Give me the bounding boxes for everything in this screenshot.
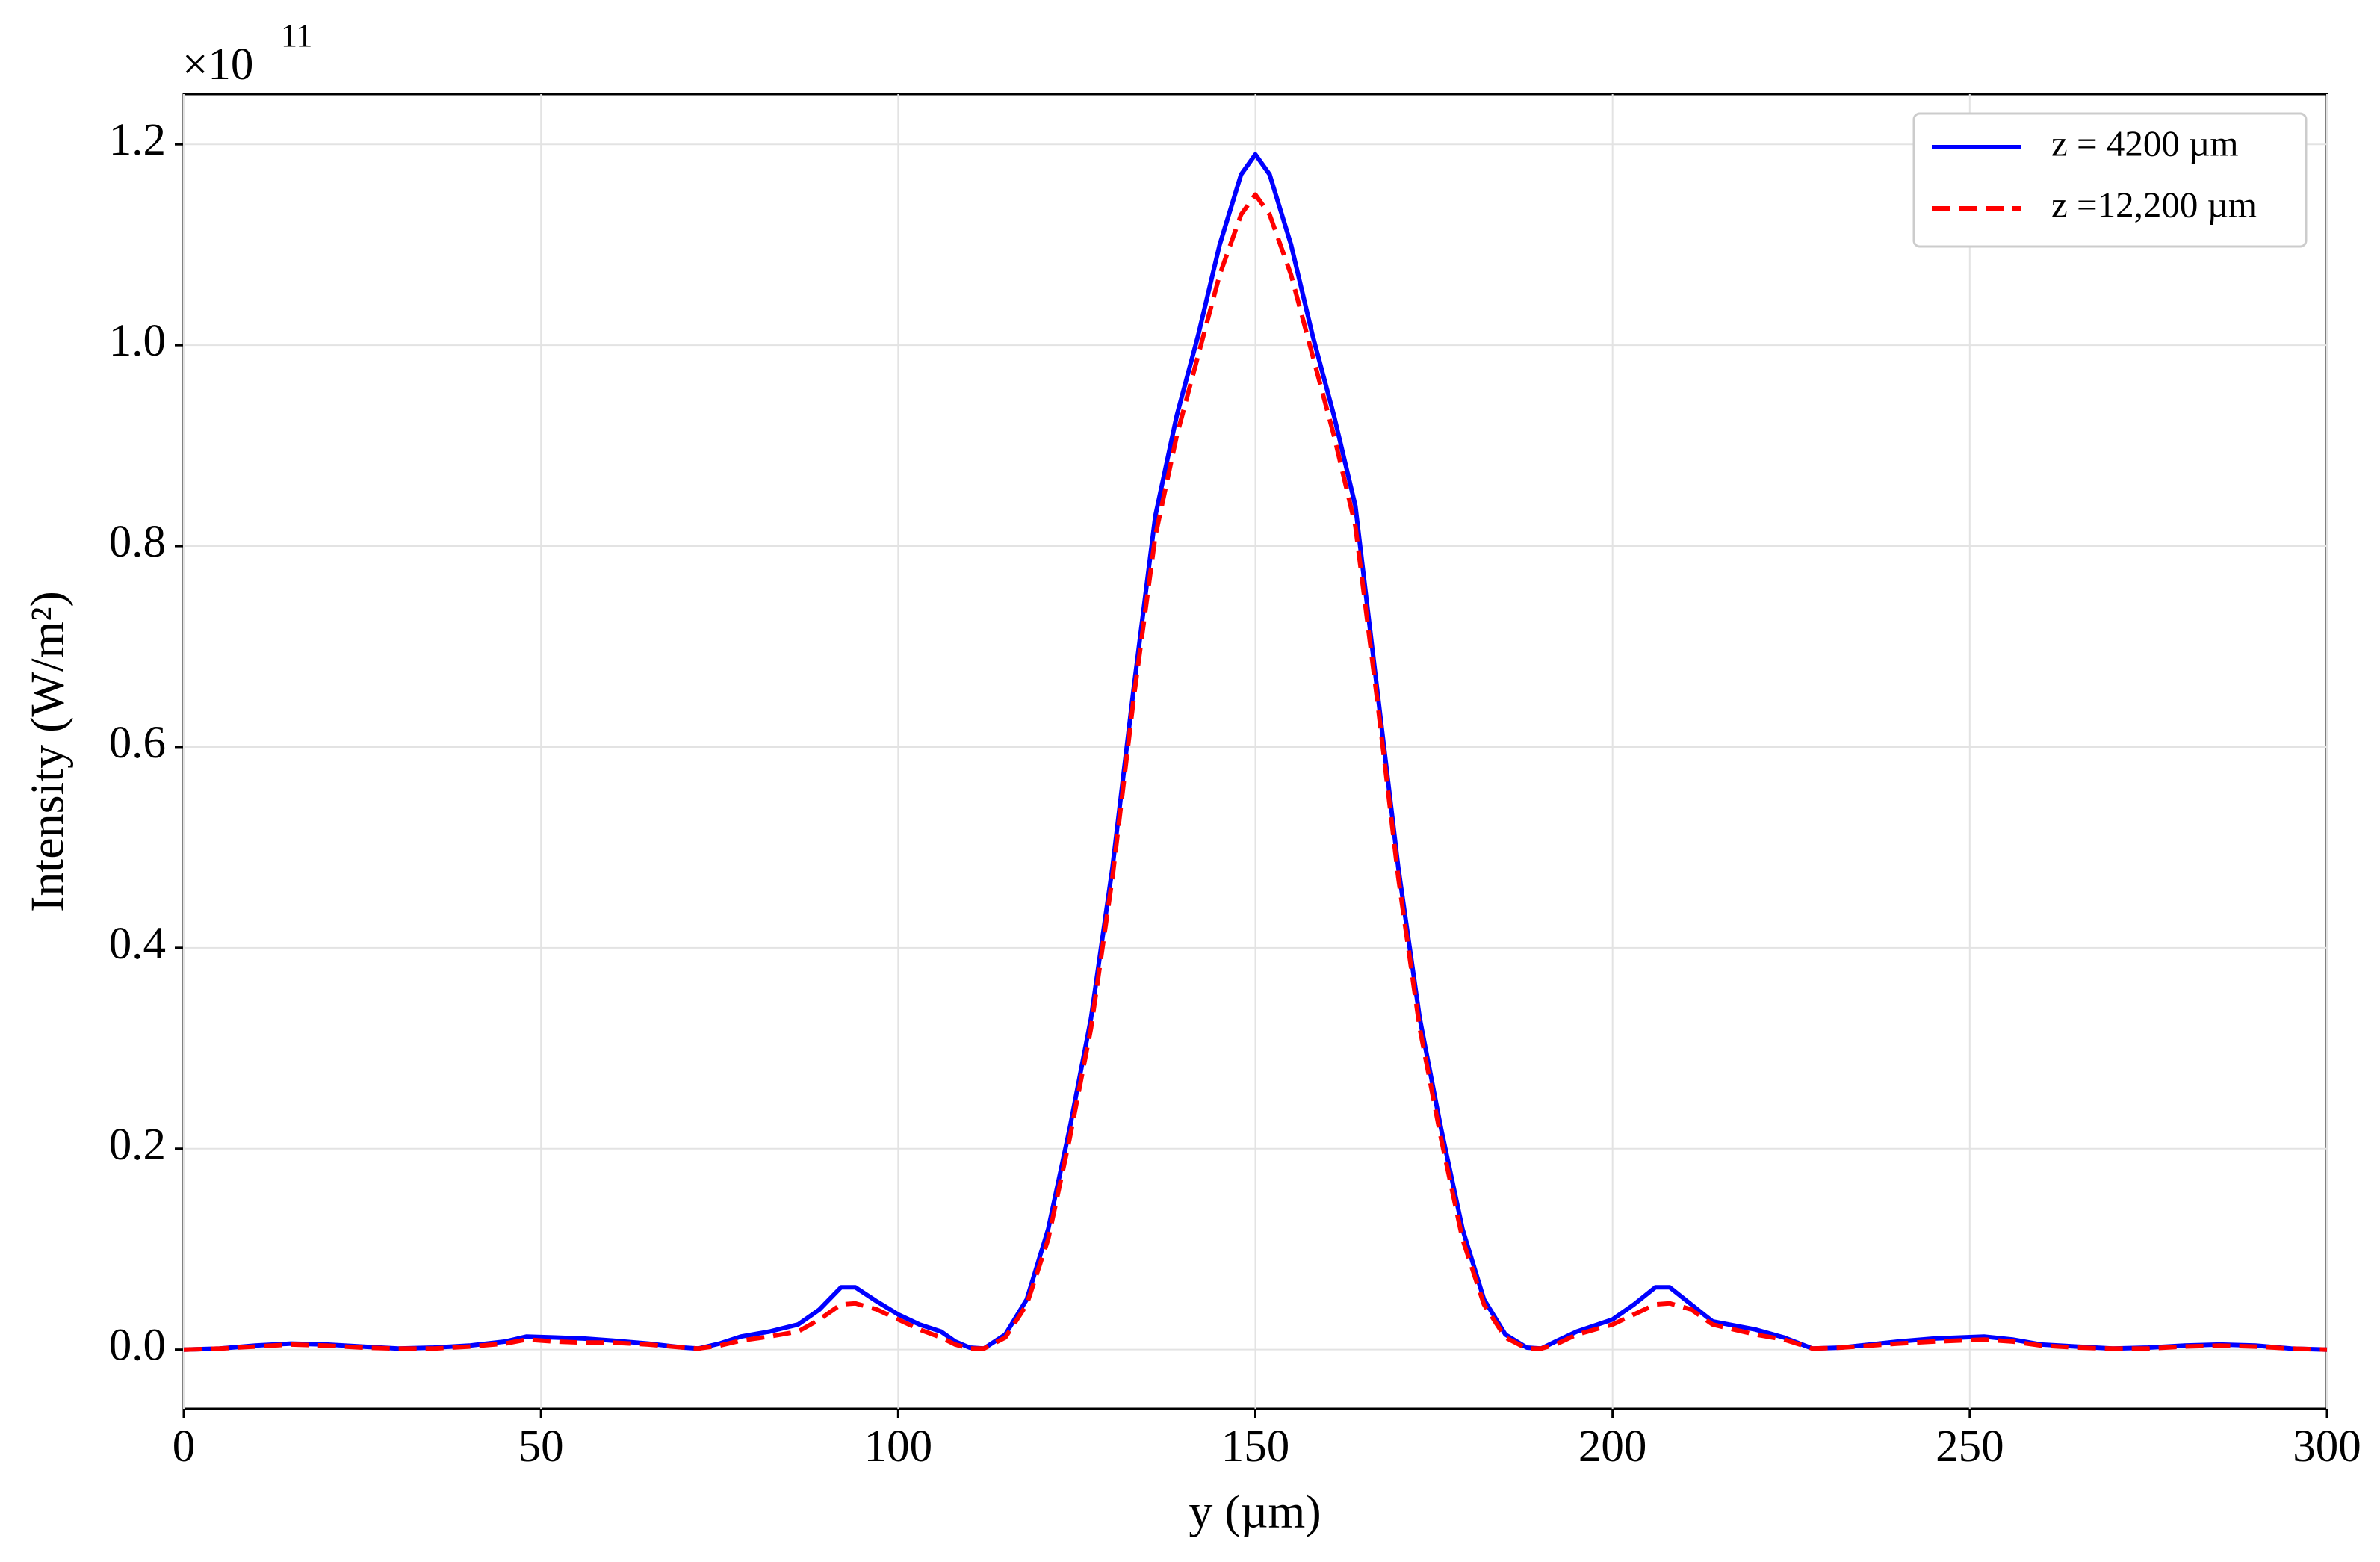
x-tick-label: 200: [1578, 1422, 1647, 1472]
x-tick-label: 100: [864, 1422, 933, 1472]
y-tick-label: 0.4: [109, 919, 166, 969]
x-tick-label: 0: [173, 1422, 196, 1472]
x-tick-label: 250: [1936, 1422, 2004, 1472]
series-line: [183, 192, 2328, 1352]
legend-label: z = 4200 µm: [2051, 123, 2238, 164]
legend-label: z =12,200 µm: [2051, 184, 2257, 225]
y-tick-label: 1.0: [109, 316, 166, 366]
y-tick-label: 0.0: [109, 1321, 166, 1371]
x-tick-label: 300: [2293, 1422, 2361, 1472]
y-tick-label: 0.6: [109, 718, 166, 768]
x-tick-label: 150: [1221, 1422, 1290, 1472]
y-multiplier-exponent: 11: [281, 17, 312, 54]
x-axis-label: y (µm): [1189, 1485, 1321, 1538]
y-multiplier: ×10: [182, 40, 253, 90]
x-tick-label: 50: [518, 1422, 564, 1472]
y-tick-label: 1.2: [109, 115, 166, 165]
y-tick-label: 0.8: [109, 517, 166, 567]
y-axis-label: Intensity (W/m²): [21, 591, 74, 912]
y-tick-label: 0.2: [109, 1120, 166, 1170]
